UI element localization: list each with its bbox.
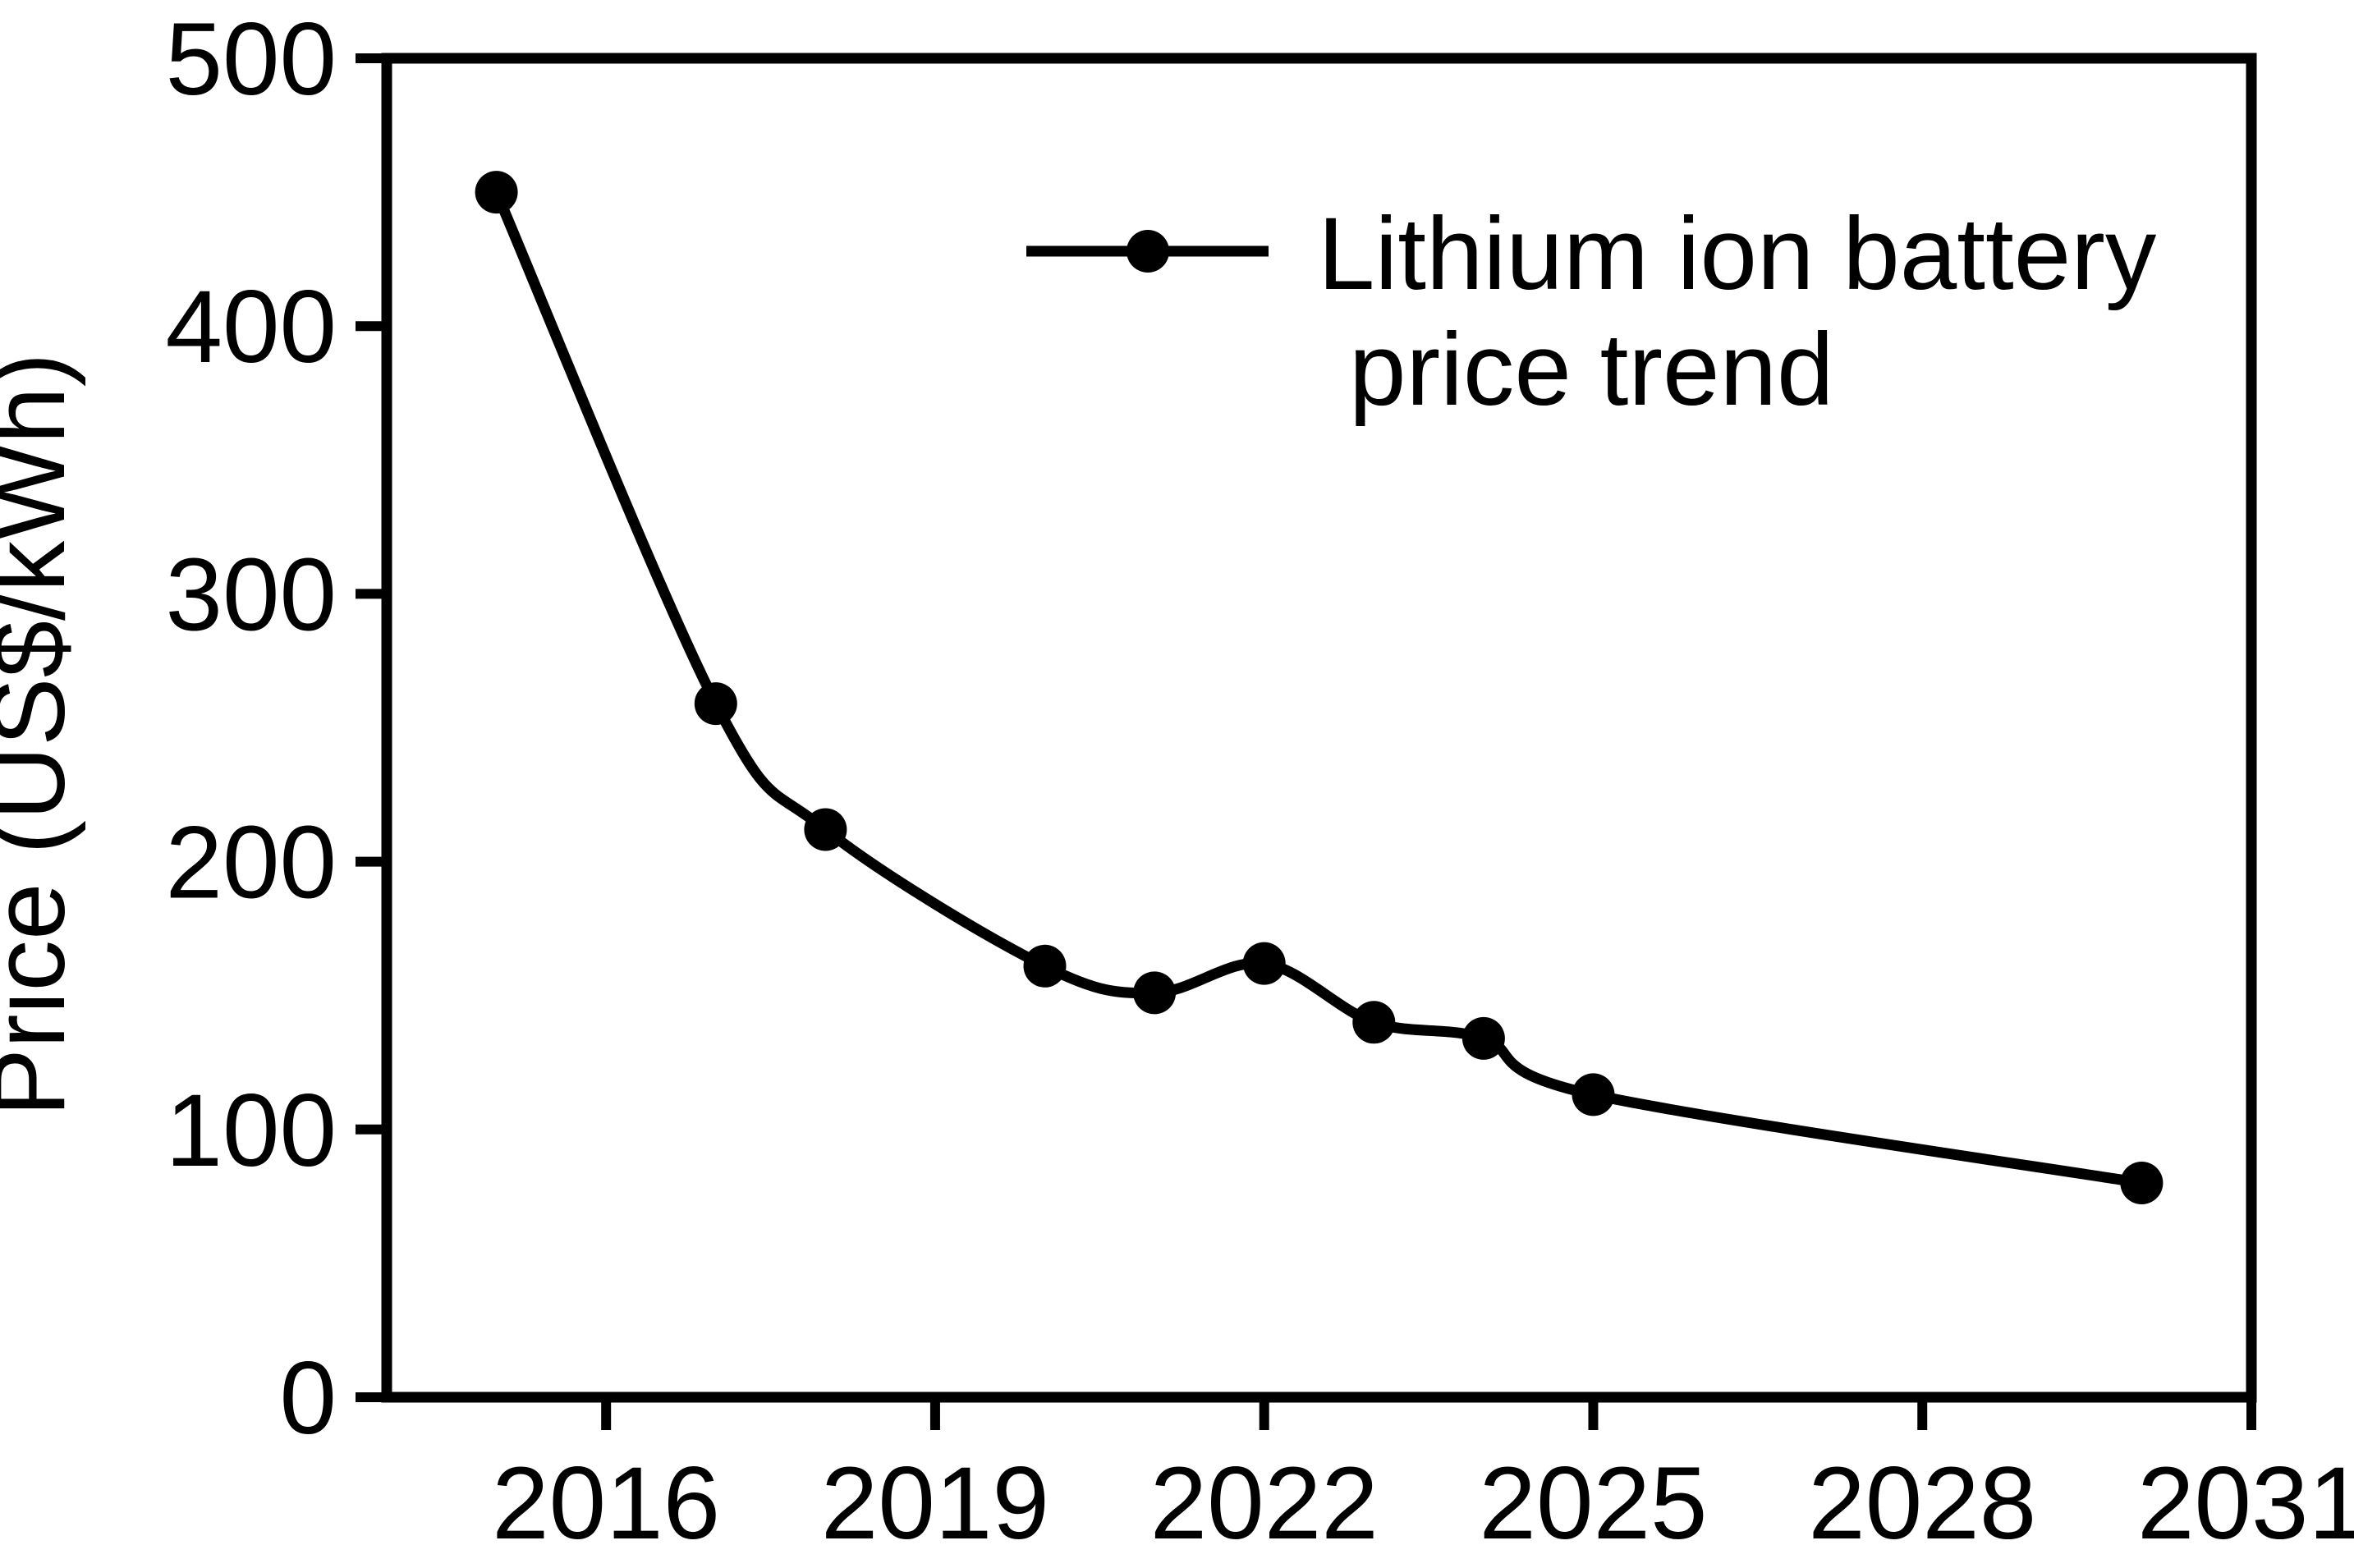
data-point-marker [2120,1162,2164,1204]
x-tick-label: 2028 [1808,1447,2036,1561]
data-point-marker [1242,942,1286,985]
y-tick-label: 200 [165,806,337,920]
legend-label-line2: price trend [1349,313,1834,427]
x-tick-label: 2025 [1479,1447,1707,1561]
data-point-marker [804,808,847,851]
x-tick-label: 2019 [821,1447,1049,1561]
legend: Lithium ion battery price trend [1026,197,2157,427]
data-point-marker [1572,1073,1615,1116]
data-point-marker [1023,944,1067,988]
data-point-marker [694,682,737,726]
series-line [491,190,2143,1189]
legend-marker-icon [1127,230,1169,273]
x-tick-label: 2031 [2137,1447,2354,1561]
x-tick-label: 2022 [1150,1447,1379,1561]
y-tick-label: 100 [165,1074,337,1188]
data-point-marker [1352,1001,1396,1044]
plot-border [381,53,2257,1403]
y-tick-label: 300 [165,538,337,652]
data-point-marker [1133,971,1177,1015]
y-tick-label: 400 [165,270,337,384]
data-point-marker [475,171,518,214]
x-tick-label: 2016 [492,1447,720,1561]
y-axis-title: Price (US$/kWh) [0,353,86,1117]
y-tick-label: 500 [165,2,337,117]
data-point-marker [1461,1016,1505,1060]
plot-area: 2016 2019 2022 2025 2028 2031 0 100 200 300 400 500 [165,2,2354,1561]
legend-label-line1: Lithium ion battery [1318,197,2157,311]
y-tick-label: 0 [279,1341,337,1456]
